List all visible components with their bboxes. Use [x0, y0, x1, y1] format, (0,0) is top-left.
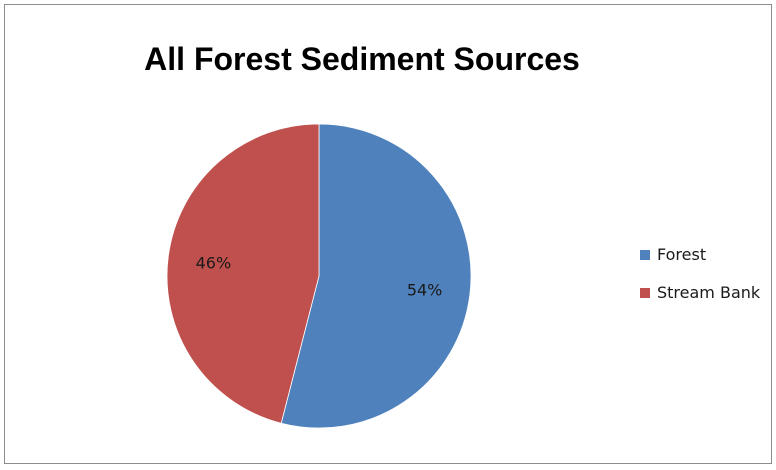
legend-swatch-stream-bank: [640, 288, 650, 298]
data-label-group: 54% 46%: [196, 254, 443, 300]
pie-chart: All Forest Sediment Sources 54% 46% Fores…: [144, 41, 761, 429]
pie-group: [166, 123, 472, 429]
pie-slice-stream-bank: [166, 123, 320, 424]
legend: Forest Stream Bank: [640, 245, 761, 302]
data-label-forest: 54%: [407, 280, 443, 299]
legend-label-stream-bank: Stream Bank: [657, 283, 761, 302]
pie-slice-forest: [280, 123, 472, 429]
legend-swatch-forest: [640, 250, 650, 260]
chart-frame: All Forest Sediment Sources 54% 46% Fores…: [4, 4, 772, 464]
legend-label-forest: Forest: [657, 245, 706, 264]
chart-title: All Forest Sediment Sources: [144, 41, 580, 77]
data-label-stream-bank: 46%: [196, 254, 232, 273]
